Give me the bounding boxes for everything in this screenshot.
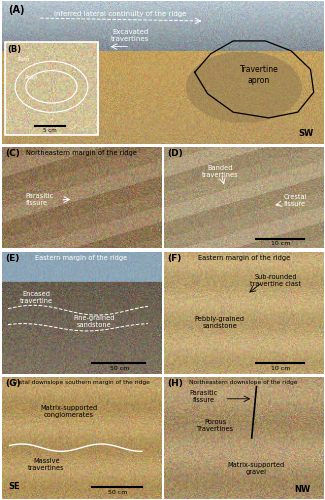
Text: Fine-grained
sandstone: Fine-grained sandstone <box>73 314 115 328</box>
Text: (C): (C) <box>5 148 20 158</box>
Text: Sub-rounded
travertine clast: Sub-rounded travertine clast <box>250 274 301 286</box>
Text: Inferred lateral continuity of the ridge: Inferred lateral continuity of the ridge <box>55 11 187 17</box>
Text: Northeastern downslope of the ridge: Northeastern downslope of the ridge <box>189 380 298 386</box>
Text: Crestal
fissure: Crestal fissure <box>283 194 307 207</box>
Text: (G): (G) <box>5 379 20 388</box>
Text: (H): (H) <box>167 379 183 388</box>
Text: (E): (E) <box>5 254 19 263</box>
Text: Parasitic
fissure: Parasitic fissure <box>190 390 218 403</box>
Text: Porous
Travertines: Porous Travertines <box>197 419 234 432</box>
Text: 10 cm: 10 cm <box>271 242 290 246</box>
Text: SW: SW <box>298 129 314 138</box>
Text: Encased
travertine: Encased travertine <box>20 292 53 304</box>
Text: Banded
travertines: Banded travertines <box>202 165 238 178</box>
Text: SE: SE <box>8 482 20 491</box>
Text: NW: NW <box>294 484 311 494</box>
Text: 50 cm: 50 cm <box>108 490 128 495</box>
Text: (F): (F) <box>167 254 182 263</box>
Text: Pebbly-grained
sandstone: Pebbly-grained sandstone <box>195 316 245 329</box>
Text: (A): (A) <box>8 6 25 16</box>
Text: 50 cm: 50 cm <box>110 366 129 371</box>
Text: Matrix-supported
conglomerates: Matrix-supported conglomerates <box>40 404 97 417</box>
Text: Northeastern margin of the ridge: Northeastern margin of the ridge <box>26 150 137 156</box>
Text: Distal downslope southern margin of the ridge: Distal downslope southern margin of the … <box>13 380 150 386</box>
Text: Excavated
travertines: Excavated travertines <box>111 28 150 42</box>
Text: Eastern margin of the ridge: Eastern margin of the ridge <box>198 255 290 261</box>
Text: Matrix-supported
gravel: Matrix-supported gravel <box>228 462 285 475</box>
Text: NE: NE <box>11 109 24 118</box>
Text: Massive
travertines: Massive travertines <box>28 458 65 471</box>
Text: Travertine
apron: Travertine apron <box>240 66 279 85</box>
Text: (D): (D) <box>167 148 183 158</box>
Text: Eastern margin of the ridge: Eastern margin of the ridge <box>35 255 127 261</box>
Text: 10 cm: 10 cm <box>271 366 290 371</box>
Text: Parasitic
fissure: Parasitic fissure <box>26 193 54 206</box>
